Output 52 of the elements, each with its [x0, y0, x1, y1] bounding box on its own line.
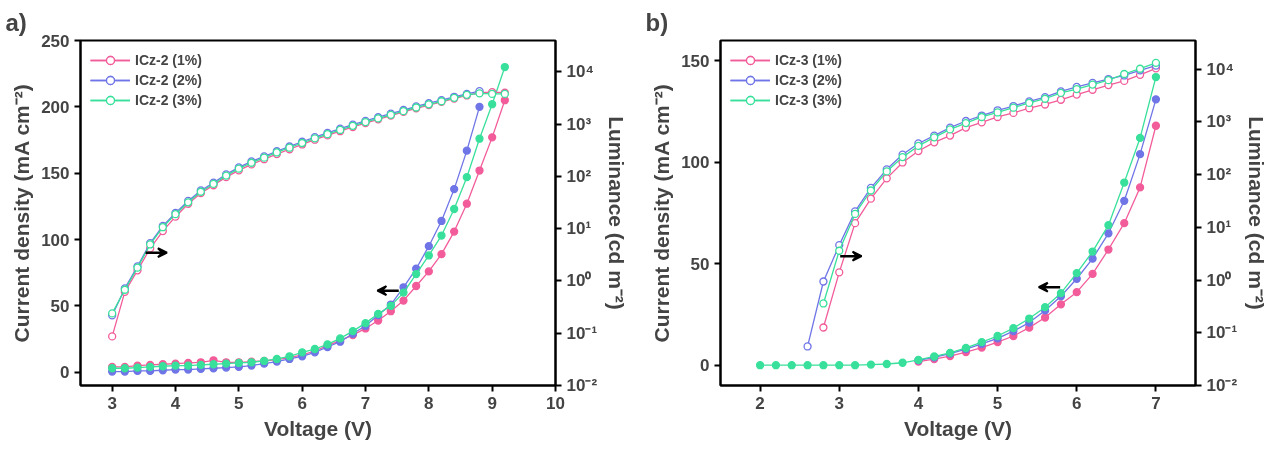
x-tick-label: 9: [487, 393, 497, 413]
x-tick-label: 10: [546, 393, 565, 413]
legend-label: ICz-3 (3%): [775, 92, 842, 108]
x-axis-title: Voltage (V): [263, 416, 373, 440]
x-tick-label: 7: [1151, 393, 1161, 413]
x-tick-label: 4: [913, 393, 924, 413]
y-tick-label: 50: [50, 296, 70, 316]
y-tick-label: 100: [41, 230, 70, 250]
y2-tick-label: 10⁻¹: [1206, 323, 1238, 343]
chart-title: b): [645, 8, 669, 36]
y2-tick-label: 10⁴: [1206, 59, 1234, 79]
y2-tick-label: 10⁰: [566, 271, 592, 291]
legend-label: ICz-2 (3%): [135, 92, 202, 108]
y-tick-label: 150: [41, 164, 70, 184]
y2-tick-label: 10⁻¹: [566, 323, 598, 343]
x-tick-label: 7: [360, 393, 371, 413]
y2-tick-label: 10⁴: [566, 62, 594, 82]
x-tick-label: 5: [992, 393, 1003, 413]
y2-tick-label: 10⁻²: [1206, 376, 1238, 395]
y2-tick-label: 10⁻²: [566, 376, 598, 395]
y2-tick-label: 10⁰: [1206, 270, 1232, 290]
y-tick-label: 250: [41, 31, 70, 51]
x-tick-label: 6: [297, 393, 307, 413]
legend-label: ICz-2 (2%): [135, 72, 202, 88]
y-tick-label: 150: [681, 51, 710, 71]
chart-title: a): [5, 8, 27, 36]
legend-label: ICz-2 (1%): [135, 52, 202, 68]
x-tick-label: 5: [234, 393, 244, 413]
x-tick-label: 3: [107, 393, 117, 413]
y2-tick-label: 10²: [1206, 165, 1232, 185]
y-axis-title: Current density (mA cm⁻²): [650, 84, 674, 343]
x-axis-title: Voltage (V): [903, 416, 1013, 440]
legend-label: ICz-3 (2%): [775, 72, 842, 88]
y2-tick-label: 10¹: [1206, 217, 1232, 237]
y2-axis-title: Luminance (cd m⁻²): [605, 116, 629, 310]
x-tick-label: 3: [834, 393, 844, 413]
y-tick-label: 0: [60, 363, 70, 383]
legend-label: ICz-3 (1%): [775, 52, 842, 68]
y2-tick-label: 10²: [566, 166, 592, 186]
y-tick-label: 50: [690, 254, 710, 274]
y2-tick-label: 10³: [1206, 112, 1232, 132]
y-tick-label: 100: [681, 153, 710, 173]
x-tick-label: 4: [170, 393, 181, 413]
x-tick-label: 6: [1072, 393, 1082, 413]
y-tick-label: 0: [700, 356, 710, 376]
y-tick-label: 200: [41, 97, 70, 117]
y-axis-title: Current density (mA cm⁻²): [10, 84, 34, 343]
x-tick-label: 2: [755, 393, 765, 413]
y2-axis-title: Luminance (cd m⁻²): [1245, 116, 1269, 310]
y2-tick-label: 10¹: [566, 219, 592, 239]
y2-tick-label: 10³: [566, 114, 592, 134]
x-tick-label: 8: [424, 393, 434, 413]
